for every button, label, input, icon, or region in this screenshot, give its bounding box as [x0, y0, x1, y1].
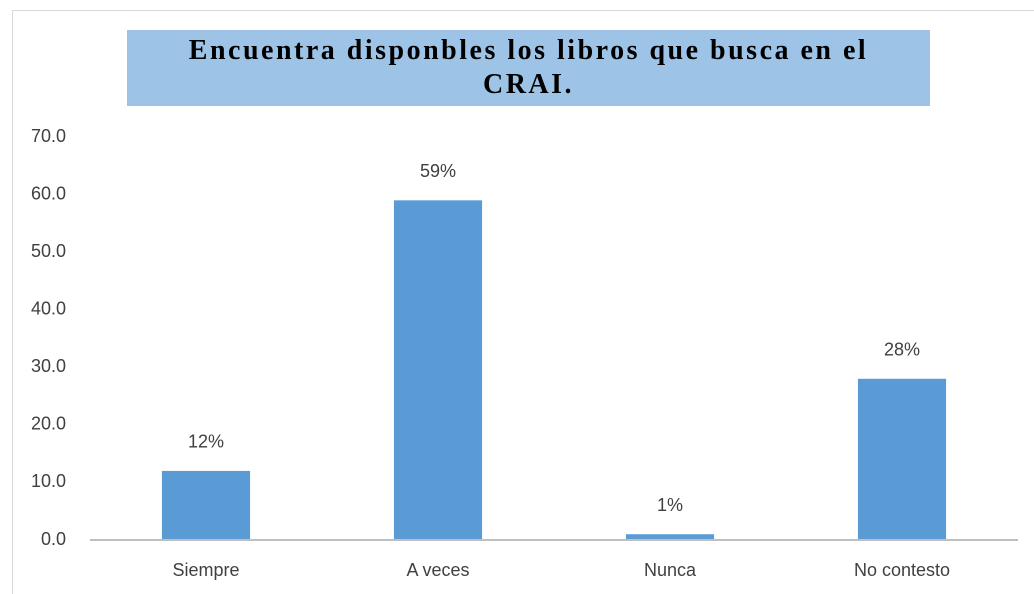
- chart-title: Encuentra disponbles los libros que busc…: [127, 30, 930, 106]
- bar: [161, 470, 251, 540]
- data-label: 12%: [188, 432, 224, 452]
- chart-border: [12, 10, 1034, 594]
- y-tick-label: 70.0: [31, 126, 66, 146]
- x-tick-label: No contesto: [854, 560, 950, 580]
- y-tick-label: 30.0: [31, 356, 66, 376]
- y-tick-label: 40.0: [31, 298, 66, 318]
- y-tick-label: 10.0: [31, 471, 66, 491]
- x-tick-label: Nunca: [644, 560, 697, 580]
- y-tick-label: 50.0: [31, 241, 66, 261]
- bar: [393, 200, 483, 541]
- data-label: 1%: [657, 495, 683, 515]
- y-tick-label: 20.0: [31, 414, 66, 434]
- bar: [625, 534, 715, 540]
- y-tick-label: 60.0: [31, 183, 66, 203]
- data-label: 59%: [420, 161, 456, 181]
- bar: [857, 378, 947, 540]
- y-tick-label: 0.0: [41, 529, 66, 549]
- x-tick-label: A veces: [406, 560, 469, 580]
- x-tick-label: Siempre: [172, 560, 239, 580]
- data-label: 28%: [884, 340, 920, 360]
